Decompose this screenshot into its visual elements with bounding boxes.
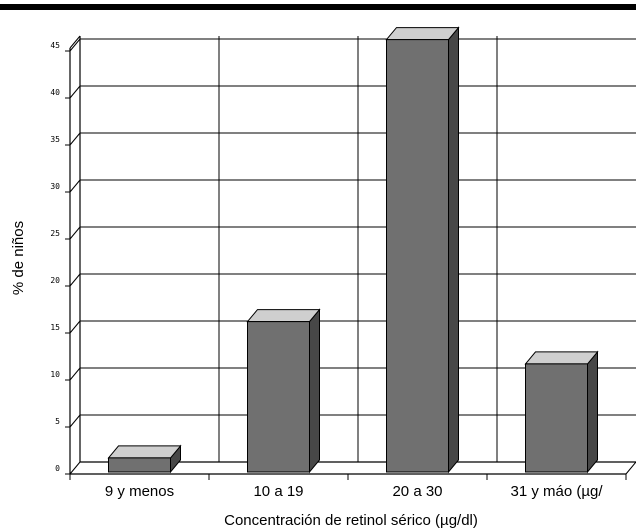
y-tick-label: 5 xyxy=(55,417,60,426)
y-tick-label: 0 xyxy=(55,464,60,473)
category-label: 10 a 19 xyxy=(253,483,303,500)
y-tick-label: 10 xyxy=(50,370,60,379)
bar-side xyxy=(448,26,459,474)
y-tick-depth xyxy=(69,461,81,475)
y-tick-label: 20 xyxy=(50,276,60,285)
bar xyxy=(107,444,182,474)
category-label: 9 y menos xyxy=(105,483,174,500)
y-tick-label: 45 xyxy=(50,41,60,50)
category-label: 31 y máo (µg/ xyxy=(510,483,603,500)
y-tick-depth xyxy=(69,320,81,334)
y-tick-label: 15 xyxy=(50,323,60,332)
y-axis-top-depth xyxy=(69,35,81,49)
y-tick-label: 40 xyxy=(50,88,60,97)
bars xyxy=(107,26,599,474)
bar-side xyxy=(309,308,320,474)
y-tick-depth xyxy=(69,226,81,240)
y-tick-label: 30 xyxy=(50,182,60,191)
bar xyxy=(524,350,599,474)
y-tick-depth xyxy=(69,85,81,99)
bar-front xyxy=(386,39,449,473)
gridlines xyxy=(80,36,636,462)
y-tick-depth xyxy=(69,273,81,287)
bar-top xyxy=(107,445,182,459)
bar-top xyxy=(524,351,599,365)
y-tick-label: 25 xyxy=(50,229,60,238)
bar-side xyxy=(587,350,598,474)
floor-right-edge xyxy=(625,461,636,475)
top-rule xyxy=(0,4,636,10)
y-tick-depth xyxy=(69,132,81,146)
y-axis-label: % de niños xyxy=(10,221,27,295)
bar xyxy=(246,308,321,474)
axes xyxy=(65,35,636,480)
y-tick-depth xyxy=(69,367,81,381)
y-tick-depth xyxy=(69,414,81,428)
y-tick-depth xyxy=(69,38,81,52)
category-label: 20 a 30 xyxy=(392,483,442,500)
y-tick-label: 35 xyxy=(50,135,60,144)
bar-front xyxy=(247,321,310,473)
bar-front xyxy=(108,457,171,473)
bar-top xyxy=(385,27,460,41)
y-tick-labels: 0 5 10 15 20 25 30 35 40 45 xyxy=(50,41,60,473)
bar-front xyxy=(525,363,588,473)
bar xyxy=(385,26,460,474)
category-labels: 9 y menos 10 a 19 20 a 30 31 y máo (µg/ xyxy=(105,483,603,500)
bar-top xyxy=(246,309,321,323)
x-axis-label: Concentración de retinol sérico (µg/dl) xyxy=(224,512,478,529)
y-tick-depth xyxy=(69,179,81,193)
